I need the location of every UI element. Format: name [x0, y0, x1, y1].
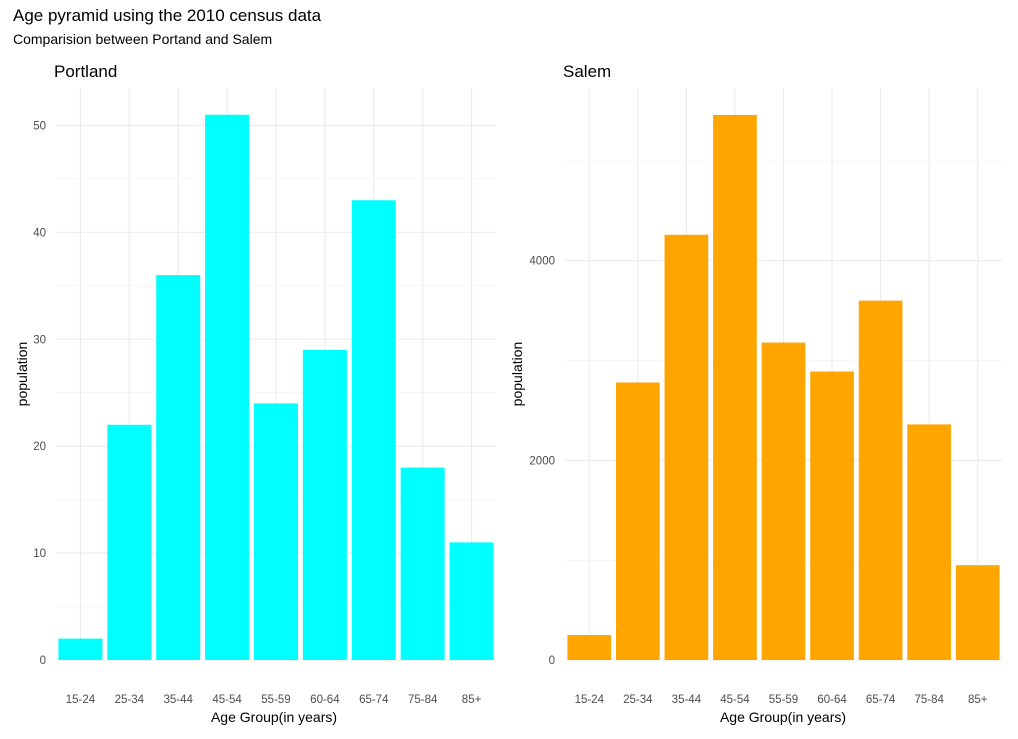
salem-y-tick-label: 2000	[529, 455, 555, 467]
portland-bar-75-84	[400, 467, 445, 660]
salem-x-axis-label: Age Group(in years)	[720, 709, 846, 725]
salem-bar-65-74	[858, 300, 903, 660]
salem-bar-60-64	[810, 371, 854, 660]
salem-y-tick-label: 0	[549, 655, 555, 667]
portland-x-tick-label: 25-34	[115, 694, 145, 706]
portland-x-axis-label: Age Group(in years)	[211, 709, 337, 725]
salem-bar-85+	[955, 565, 1000, 660]
portland-bar-45-54	[205, 114, 250, 660]
salem-x-tick-label: 45-54	[720, 694, 750, 706]
portland-panel-title: Portland	[54, 62, 117, 81]
portland-bar-55-59	[254, 403, 298, 660]
salem-y-tick-label: 4000	[529, 256, 555, 268]
salem-x-tick-label: 60-64	[817, 694, 847, 706]
portland-y-tick-label: 10	[33, 548, 46, 560]
salem-bar-75-84	[907, 424, 952, 660]
portland-x-tick-label: 60-64	[310, 694, 340, 706]
salem-x-tick-label: 25-34	[623, 694, 653, 706]
portland-x-tick-label: 85+	[462, 694, 482, 706]
salem-x-tick-label: 15-24	[575, 694, 605, 706]
portland-y-tick-label: 20	[33, 441, 46, 453]
salem-bar-15-24	[567, 635, 612, 660]
portland-x-tick-label: 45-54	[212, 694, 242, 706]
portland-x-tick-label: 55-59	[261, 694, 290, 706]
portland-bar-35-44	[156, 275, 201, 660]
portland-y-tick-label: 30	[33, 334, 46, 346]
portland-x-tick-label: 35-44	[164, 694, 194, 706]
portland-y-tick-label: 50	[33, 120, 46, 132]
portland-x-tick-label: 15-24	[66, 694, 96, 706]
salem-panel-title: Salem	[563, 62, 611, 81]
salem-bar-45-54	[713, 114, 757, 660]
portland-bar-60-64	[302, 349, 347, 660]
portland-x-tick-label: 75-84	[408, 694, 438, 706]
portland-x-tick-label: 65-74	[359, 694, 389, 706]
portland-bar-25-34	[107, 424, 152, 660]
salem-bar-25-34	[615, 382, 660, 660]
chart-title: Age pyramid using the 2010 census data	[13, 6, 322, 25]
portland-y-tick-label: 0	[40, 655, 46, 667]
salem-bar-55-59	[761, 342, 806, 660]
portland-bar-85+	[449, 542, 494, 660]
salem-x-tick-label: 65-74	[866, 694, 896, 706]
salem-bar-35-44	[664, 234, 709, 660]
portland-y-axis-label: population	[14, 342, 30, 407]
portland-bar-65-74	[351, 200, 396, 660]
portland-y-tick-label: 40	[33, 227, 46, 239]
chart-subtitle: Comparision between Portand and Salem	[13, 31, 273, 47]
salem-x-tick-label: 55-59	[769, 694, 798, 706]
salem-x-tick-label: 75-84	[914, 694, 944, 706]
portland-bar-15-24	[58, 638, 103, 660]
salem-y-axis-label: population	[509, 342, 525, 407]
salem-x-tick-label: 35-44	[672, 694, 702, 706]
salem-x-tick-label: 85+	[968, 694, 988, 706]
